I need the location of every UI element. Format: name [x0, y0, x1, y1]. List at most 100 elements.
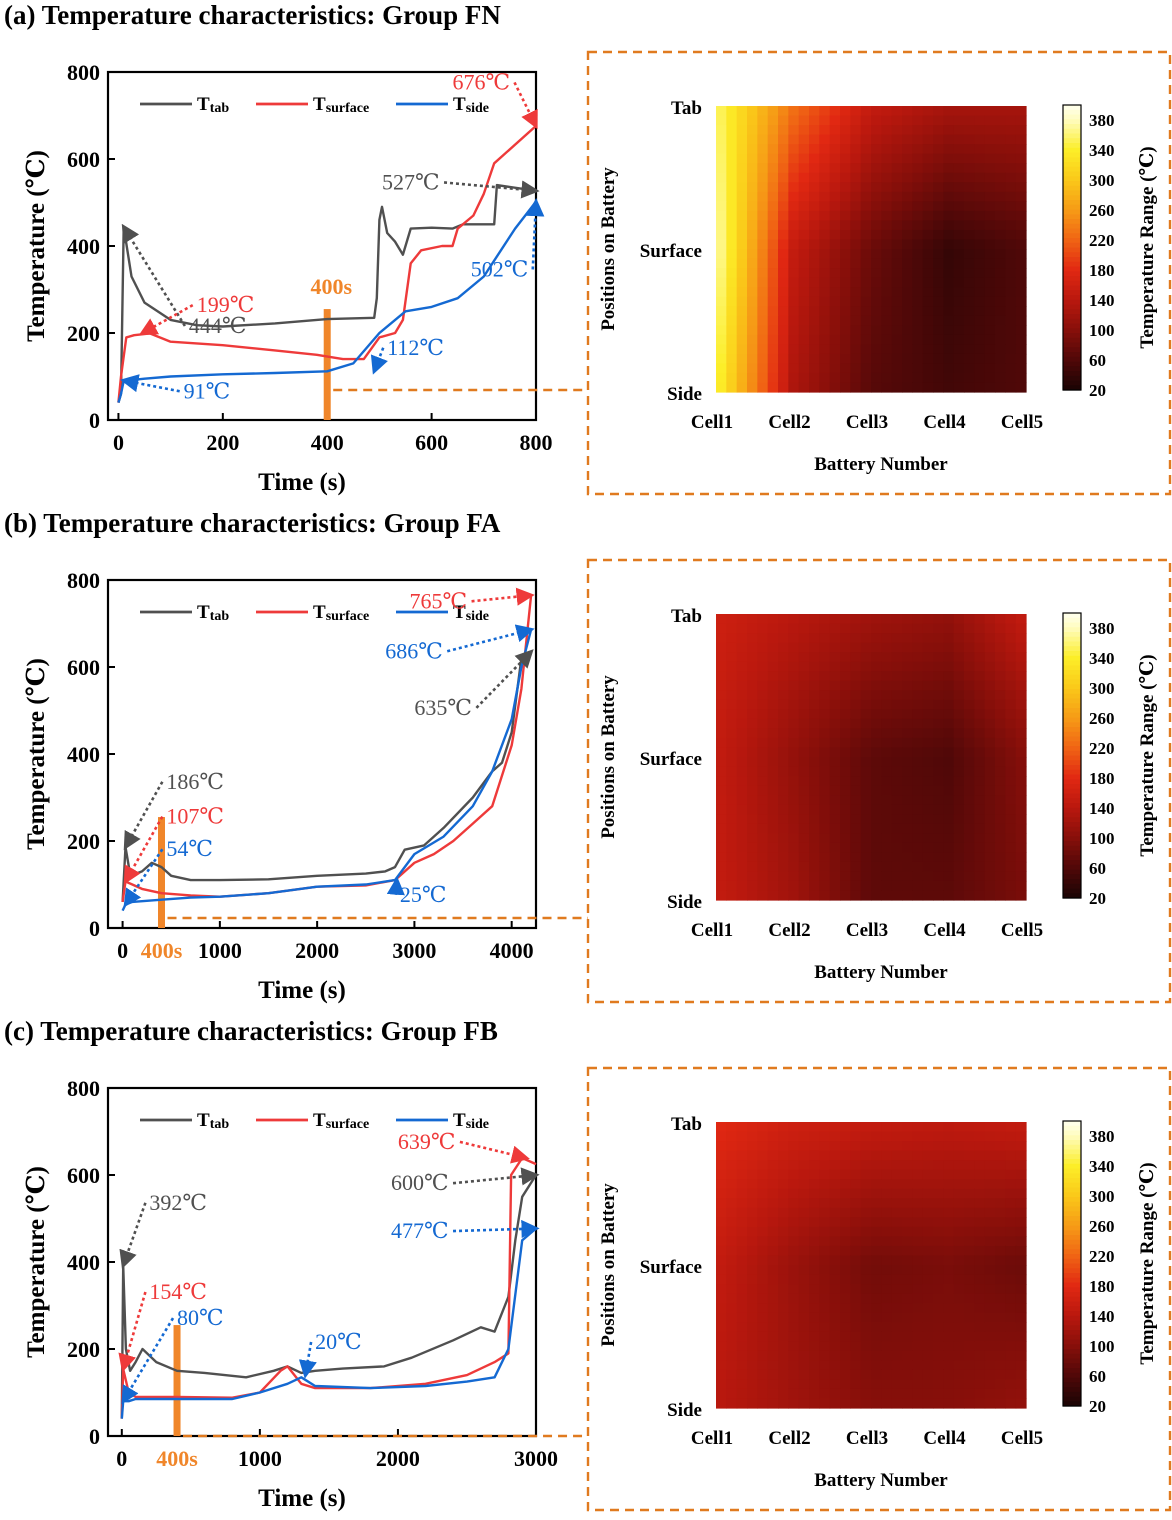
heatmap-pixel	[798, 1350, 810, 1361]
heatmap-pixel	[788, 1245, 800, 1257]
heatmap-pixel	[984, 814, 996, 825]
series-line-tab	[121, 650, 532, 902]
heatmap-pixel	[829, 210, 841, 221]
heatmap-pixel	[912, 842, 924, 853]
colorbar-step	[1063, 295, 1081, 301]
heatmap-pixel	[922, 1255, 934, 1266]
heatmap-pixel	[933, 258, 944, 269]
heatmap-pixel	[912, 1360, 924, 1371]
heatmap-pixel	[1015, 1141, 1027, 1152]
heatmap-pixel	[850, 1169, 862, 1180]
heatmap-pixel	[736, 1303, 748, 1314]
heatmap-pixel	[974, 1350, 986, 1361]
heatmap-pixel	[881, 1188, 893, 1199]
y-tick-label: 0	[89, 916, 100, 941]
heatmap-pixel	[933, 1360, 944, 1371]
heatmap-pixel	[860, 1160, 872, 1171]
colorbar-step	[1063, 822, 1081, 828]
heatmap-pixel	[1005, 785, 1017, 796]
heatmap-pixel	[809, 115, 820, 126]
colorbar-step	[1063, 622, 1081, 628]
heatmap-pixel	[736, 1360, 748, 1371]
heatmap-cell-label: Cell4	[923, 412, 966, 433]
heatmap-pixel	[922, 277, 934, 288]
heatmap-pixel	[757, 334, 769, 345]
heatmap-pixel	[798, 833, 810, 844]
heatmap-pixel	[788, 172, 800, 183]
heatmap-pixel	[829, 718, 841, 729]
heatmap-pixel	[881, 1341, 893, 1352]
heatmap-pixel	[726, 1169, 738, 1180]
heatmap-pixel	[747, 239, 758, 250]
heatmap-pixel	[778, 353, 789, 364]
heatmap-pixel	[809, 1369, 820, 1380]
x-tick-label: 600	[415, 430, 448, 455]
heatmap-pixel	[798, 220, 810, 231]
annotation-arrow-surface	[138, 303, 194, 336]
heatmap-pixel	[809, 842, 820, 853]
heatmap-pixel	[964, 795, 975, 806]
heatmap-pixel	[716, 353, 727, 364]
heatmap-pixel	[974, 344, 986, 355]
heatmap-pixel	[871, 623, 882, 634]
colorbar-tick-label: 60	[1089, 351, 1106, 370]
heatmap-pixel	[788, 1169, 800, 1180]
colorbar-step	[1063, 1140, 1081, 1146]
heatmap-pixel	[850, 633, 862, 644]
annotation-label-surface: 639℃	[398, 1129, 456, 1154]
heatmap-pixel	[984, 1303, 996, 1314]
heatmap-pixel	[726, 718, 738, 729]
heatmap-pixel	[788, 334, 800, 345]
heatmap-dashed-box	[586, 1066, 1172, 1512]
heatmap-pixel	[798, 1284, 810, 1295]
colorbar-step	[1063, 1239, 1081, 1246]
heatmap-pixel	[747, 144, 758, 155]
legend-subscript: tab	[210, 101, 230, 116]
heatmap-pixel	[943, 1388, 955, 1400]
heatmap-pixel	[716, 1150, 727, 1161]
heatmap-pixel	[1005, 1284, 1017, 1295]
heatmap-pixel	[747, 1217, 758, 1228]
heatmap-pixel	[767, 1369, 779, 1380]
heatmap-pixel	[1015, 804, 1027, 815]
heatmap-pixel	[767, 833, 779, 844]
heatmap-pixel	[1015, 1341, 1027, 1352]
annotation-arrow-side	[452, 1219, 540, 1239]
heatmap-pixel	[809, 1160, 820, 1171]
heatmap-pixel	[933, 134, 944, 145]
y-tick-label: 400	[67, 1250, 100, 1275]
colorbar-step	[1063, 1249, 1081, 1255]
heatmap-pixel	[902, 747, 913, 758]
heatmap-pixel	[747, 1284, 758, 1295]
heatmap-pixel	[736, 842, 748, 853]
heatmap-pixel	[933, 191, 944, 202]
heatmap-pixel	[778, 623, 789, 634]
heatmap-pixel	[943, 671, 955, 682]
heatmap-pixel	[860, 1274, 872, 1285]
heatmap-pixel	[912, 363, 924, 374]
heatmap-pixel	[819, 757, 831, 768]
heatmap-pixel	[1015, 1160, 1027, 1171]
heatmap-pixel	[716, 1122, 727, 1133]
heatmap-pixel	[984, 871, 996, 882]
heatmap-pixel	[726, 890, 738, 901]
colorbar-step	[1063, 1358, 1081, 1364]
heatmap-pixel	[891, 163, 903, 174]
heatmap-pixel	[736, 1341, 748, 1352]
heatmap-pixel	[943, 1150, 955, 1161]
heatmap-pixel	[984, 1150, 996, 1161]
heatmap-pixel	[850, 680, 862, 691]
heatmap-pixel	[943, 1398, 955, 1409]
heatmap-pixel	[757, 1207, 769, 1218]
heatmap-pixel	[757, 268, 769, 279]
heatmap-pixel	[871, 1388, 882, 1400]
heatmap-pixel	[788, 747, 800, 758]
heatmap-pixel	[902, 1398, 913, 1409]
colorbar-step	[1063, 784, 1081, 790]
heatmap-pixel	[943, 823, 955, 834]
heatmap-pixel	[964, 614, 975, 625]
heatmap-pixel	[829, 363, 841, 374]
heatmap-pixel	[995, 1398, 1006, 1409]
heatmap-pixel	[995, 182, 1006, 193]
heatmap-pixel	[984, 1322, 996, 1333]
